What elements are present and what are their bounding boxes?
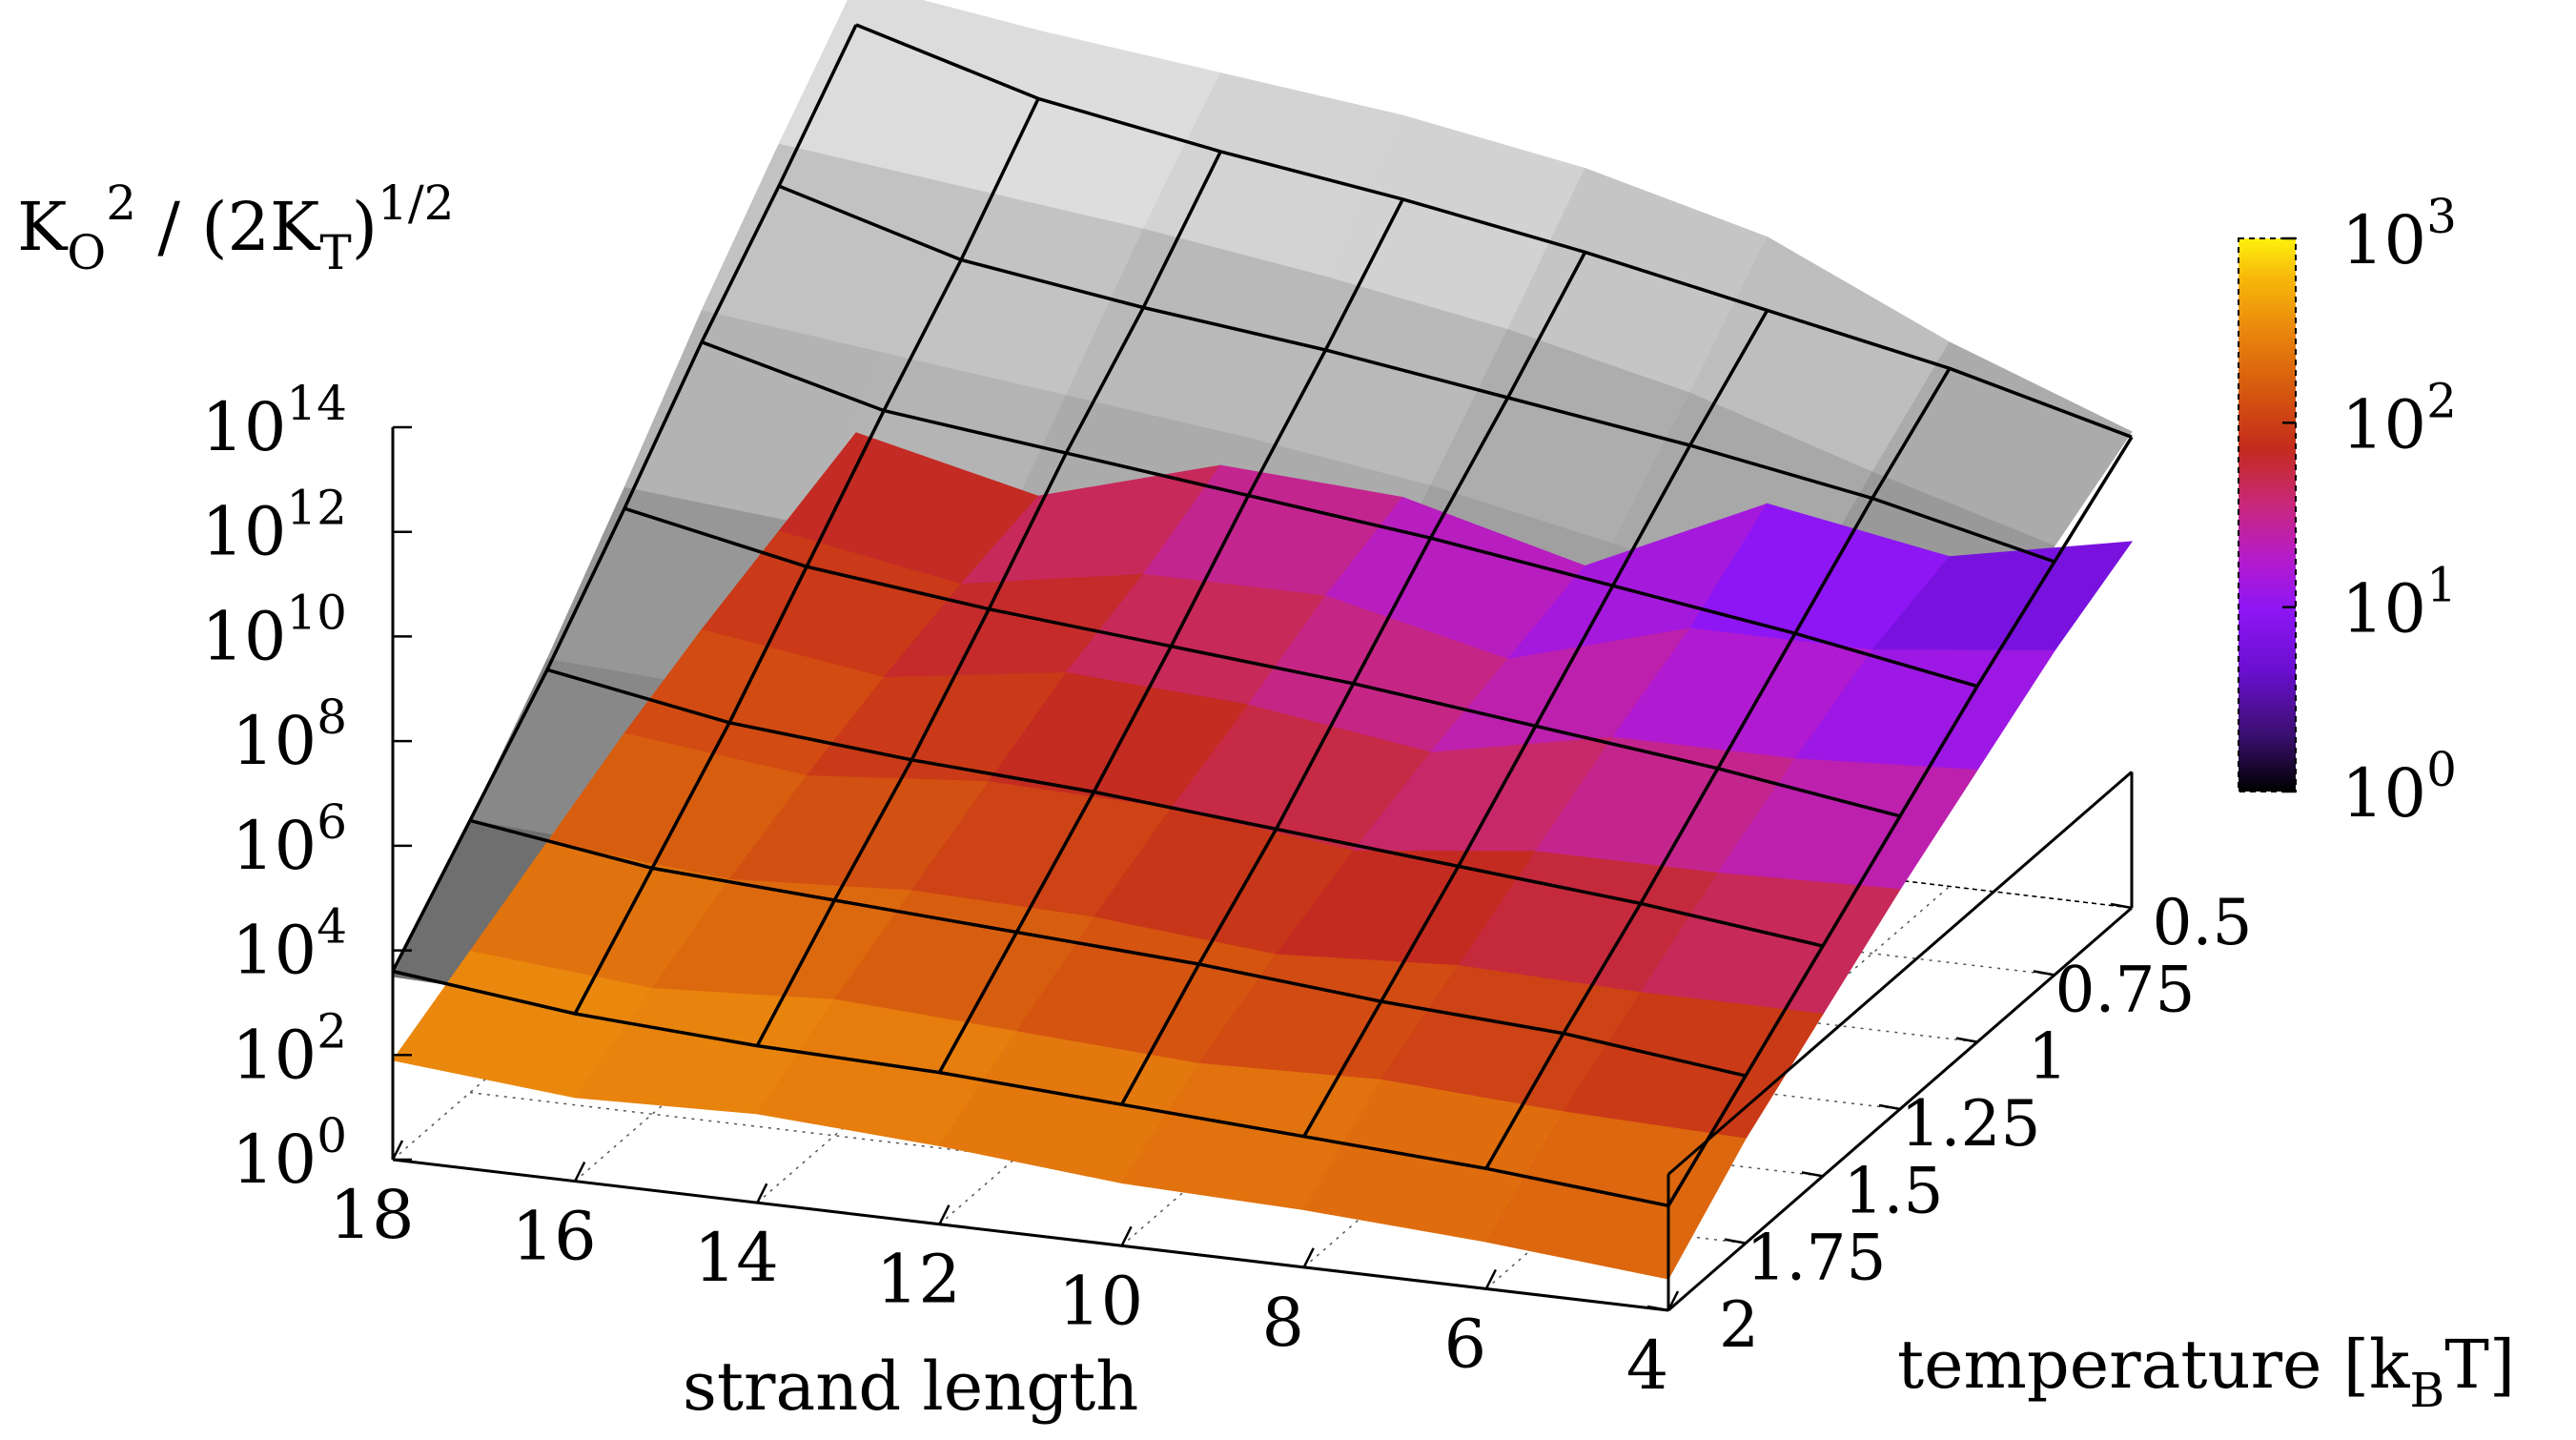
wireframe-line-temperature (855, 23, 2133, 439)
x-tick-label: 12 (876, 1241, 961, 1319)
wireframe-mesh (391, 23, 2134, 1208)
colorbar-ticks: 103 102 101 100 (2282, 189, 2457, 833)
wireframe-line-temperature (546, 668, 1824, 948)
z-tick-label: 1012 (201, 481, 347, 571)
wireframe-line-length (391, 24, 858, 973)
y-tick-label: 2 (1719, 1288, 1759, 1362)
y-axis-title: temperature [kBT] (1897, 1326, 2515, 1418)
x-tick-mark (756, 1183, 768, 1203)
x-tick-mark (1302, 1247, 1315, 1268)
x-tick-label: 8 (1261, 1284, 1304, 1362)
wireframe-line-temperature (469, 818, 1747, 1078)
x-tick-label: 16 (512, 1198, 597, 1276)
x-tick-mark (391, 1140, 404, 1161)
z-tick-label: 102 (232, 1003, 347, 1094)
colorbar-tick-label: 102 (2341, 373, 2457, 463)
y-tick-label: 1.75 (1747, 1222, 1887, 1295)
y-tick-mark (1646, 1305, 1669, 1312)
wireframe-line-temperature (778, 184, 2055, 564)
y-tick-label: 0.75 (2055, 953, 2196, 1026)
right-top-edge (1667, 771, 2133, 1176)
x-tick-label: 4 (1626, 1327, 1669, 1405)
z-tick-label: 1010 (201, 585, 347, 675)
z-tick-label: 1014 (201, 376, 347, 466)
wireframe-line-temperature (392, 969, 1669, 1208)
front-frame (391, 427, 2134, 1312)
x-tick-label: 18 (329, 1176, 414, 1254)
y-tick-label: 0.5 (2153, 886, 2253, 959)
y-tick-mark (1878, 1103, 1901, 1111)
wireframe-line-length (1302, 309, 1769, 1138)
wireframe-line-temperature (701, 340, 1978, 689)
x-tick-labels: 18 16 14 12 10 8 6 4 (329, 1176, 1668, 1405)
colorbar-tick-label: 101 (2341, 558, 2457, 648)
x-tick-label: 6 (1444, 1305, 1487, 1383)
colorbar-fill (2239, 238, 2296, 792)
y-tick-label: 1.5 (1844, 1154, 1944, 1227)
y-tick-mark (2033, 970, 2055, 977)
wireframe-line-temperature (624, 506, 1901, 818)
z-tick-labels: 1014 1012 1010 108 106 104 102 100 (201, 376, 412, 1199)
z-tick-label: 108 (232, 689, 347, 780)
wireframe-line-length (1120, 251, 1587, 1106)
x-tick-label: 14 (694, 1219, 779, 1297)
x-axis-title: strand length (683, 1347, 1138, 1426)
wireframe-line-length (573, 97, 1040, 1015)
wireframe-line-length (1666, 436, 2134, 1207)
wireframe-line-length (1484, 367, 1952, 1170)
colorbar-tick-label: 100 (2341, 742, 2457, 833)
wireframe-line-length (937, 198, 1404, 1074)
x-tick-mark (1484, 1268, 1497, 1289)
z-tick-label: 106 (232, 794, 347, 885)
wireframe-line-length (755, 151, 1222, 1047)
x-tick-mark (938, 1204, 951, 1225)
y-tick-label: 1 (2028, 1020, 2068, 1094)
front-floor-edge (392, 1158, 1669, 1312)
x-tick-mark (574, 1162, 586, 1183)
y-tick-mark (1955, 1037, 1978, 1043)
z-tick-label: 100 (232, 1108, 347, 1199)
colorbar-tick-label: 103 (2341, 189, 2457, 279)
x-tick-mark (1666, 1290, 1680, 1311)
z-tick-label: 104 (232, 899, 347, 990)
x-tick-label: 10 (1058, 1262, 1143, 1340)
x-tick-mark (1120, 1225, 1133, 1246)
colorbar-border (2238, 237, 2297, 792)
y-tick-mark (2110, 902, 2133, 910)
z-axis-title: KO2 / (2KT)1/2 (17, 175, 454, 280)
y-tick-mark (1801, 1171, 1824, 1178)
y-tick-mark (1724, 1238, 1747, 1245)
y-tick-label: 1.25 (1901, 1087, 2041, 1161)
colorbar: 103 102 101 100 (2238, 189, 2457, 833)
